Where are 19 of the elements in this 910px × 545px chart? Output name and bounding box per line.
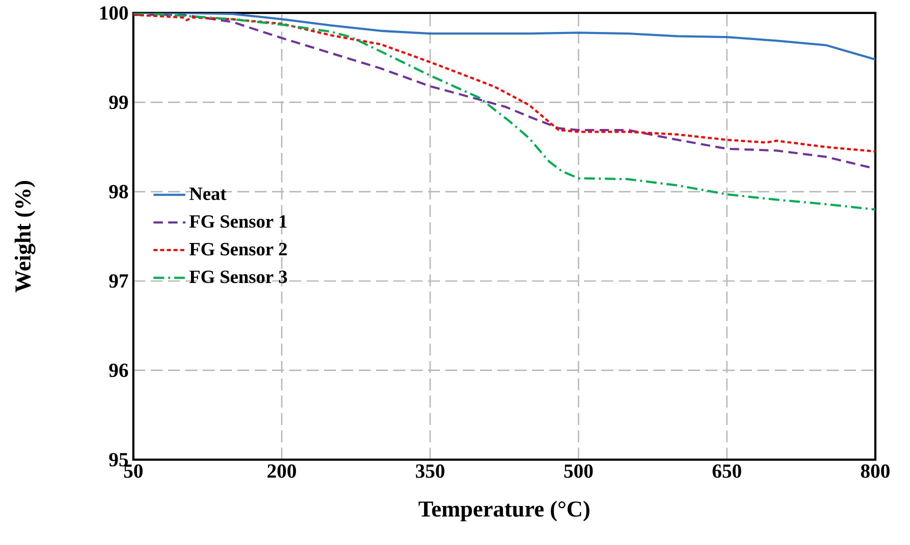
x-tick-label: 200 — [268, 464, 296, 478]
legend-label: Neat — [189, 188, 226, 200]
y-tick-label: 96 — [109, 364, 128, 378]
x-tick-label: 350 — [416, 464, 444, 478]
y-tick-label: 98 — [109, 184, 128, 198]
x-tick-label: 50 — [124, 464, 143, 478]
line-series — [133, 12, 876, 211]
y-tick-label: 97 — [109, 274, 128, 288]
y-tick-label: 99 — [109, 96, 128, 110]
legend-label: FG Sensor 1 — [189, 215, 287, 228]
x-tick-label: 500 — [564, 464, 593, 478]
y-tick-label: 95 — [109, 452, 128, 466]
legend-label: FG Sensor 3 — [189, 270, 287, 284]
y-axis-title: Weight (%) — [14, 180, 36, 292]
y-tick-label: 100 — [100, 6, 128, 20]
x-tick-label: 650 — [712, 464, 742, 478]
legend-label: FG Sensor 2 — [189, 242, 287, 256]
x-axis-title: Temperature (°C) — [418, 500, 590, 522]
x-tick-label: 800 — [860, 464, 890, 478]
